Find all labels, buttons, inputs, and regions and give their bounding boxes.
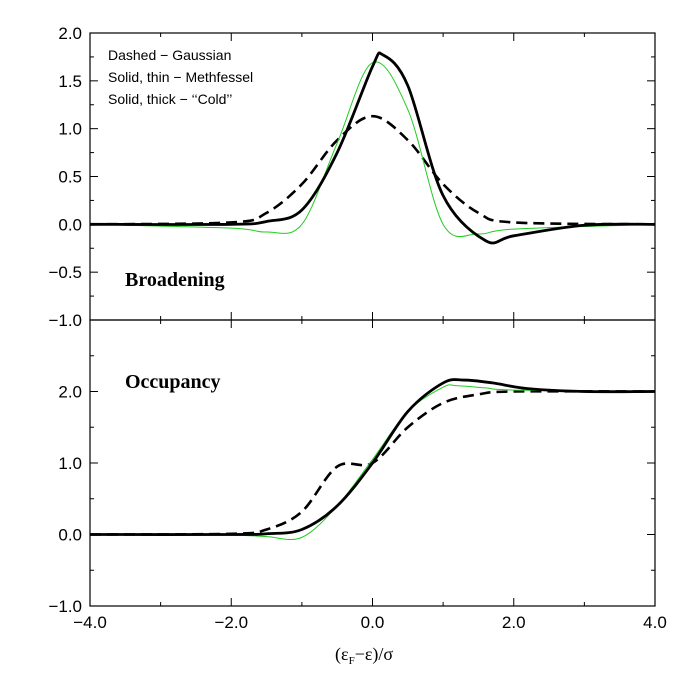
- top-y-tick-label: 1.0: [58, 120, 82, 139]
- x-tick-label: 0.0: [361, 613, 385, 632]
- legend-entry-methfessel: Solid, thin − Methfessel: [108, 69, 253, 85]
- x-axis-label-close: −ε)/σ: [355, 644, 394, 665]
- top-y-tick-labels: −1.0 −0.5 0.0 0.5 1.0 1.5 2.0: [48, 24, 82, 330]
- x-tick-label: −4.0: [73, 613, 107, 632]
- top-y-tick-label: 0.0: [58, 215, 82, 234]
- x-tick-label: −2.0: [214, 613, 248, 632]
- bottom-panel-series: [89, 378, 656, 540]
- occupancy-label: Occupancy: [125, 371, 221, 393]
- legend-entry-gaussian: Dashed − Gaussian: [108, 47, 231, 63]
- bottom-y-tick-label: 0.0: [58, 526, 82, 545]
- x-tick-label: 2.0: [502, 613, 526, 632]
- broadening-label: Broadening: [125, 269, 225, 291]
- legend-entry-cold: Solid, thick − ‘‘Cold’’: [108, 91, 232, 107]
- top-y-tick-label: 1.5: [58, 72, 82, 91]
- axis-ticks: [89, 32, 656, 607]
- bottom-y-tick-labels: −1.0 0.0 1.0 2.0: [48, 383, 82, 617]
- x-axis-label-subscript: F: [349, 655, 355, 667]
- top-y-tick-label: −1.0: [48, 311, 82, 330]
- bottom-series-thick: [89, 378, 656, 536]
- x-tick-labels: −4.0 −2.0 0.0 2.0 4.0: [73, 613, 667, 632]
- top-y-tick-label: 2.0: [58, 24, 82, 43]
- bottom-y-tick-label: −1.0: [48, 597, 82, 616]
- top-panel-series: [89, 51, 656, 245]
- top-series-thin: [89, 61, 656, 238]
- top-y-tick-label: −0.5: [48, 263, 82, 282]
- bottom-y-tick-label: 1.0: [58, 454, 82, 473]
- x-tick-label: 4.0: [643, 613, 667, 632]
- x-axis-label: (εF−ε)/σ: [335, 644, 393, 667]
- top-series-dashed: [89, 114, 656, 226]
- top-series-thick: [89, 51, 656, 245]
- x-axis-label-open: (ε: [335, 644, 349, 665]
- bottom-y-tick-label: 2.0: [58, 383, 82, 402]
- top-y-tick-label: 0.5: [58, 168, 82, 187]
